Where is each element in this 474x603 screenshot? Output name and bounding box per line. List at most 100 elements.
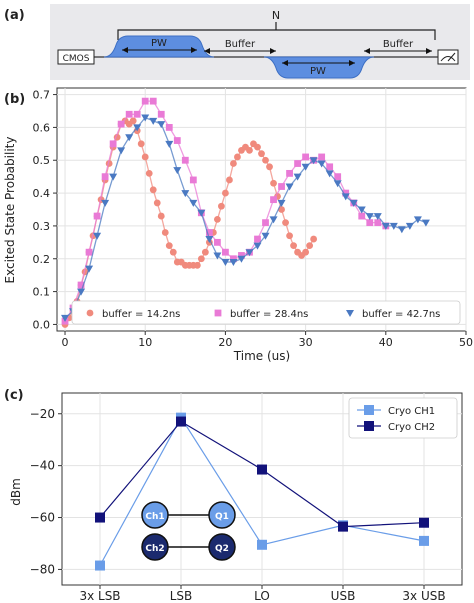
plot-b-point-1 bbox=[334, 173, 342, 181]
plot-c-point-0 bbox=[257, 539, 267, 550]
plot-b-point-0 bbox=[141, 153, 149, 161]
plot-b-point-0 bbox=[246, 146, 253, 154]
plot-b-ticks: 0 10 20 30 40 50 0.0 0.1 0.2 0.3 0.4 0.5 0.6 0.7 bbox=[33, 89, 474, 349]
plot-b-ytick-label: 0.5 bbox=[33, 154, 51, 167]
n-label: N bbox=[272, 9, 280, 22]
plot-c-point-1 bbox=[257, 464, 267, 475]
plot-b-point-0 bbox=[161, 229, 169, 236]
plot-b-point-1 bbox=[133, 110, 141, 118]
plot-b-point-2 bbox=[165, 140, 174, 148]
qubit-node-0-0 bbox=[141, 501, 169, 529]
qubit-inset: Ch1 Q1 Ch2 Q2 bbox=[141, 501, 236, 561]
plot-b-point-2 bbox=[205, 236, 214, 244]
plot-b-ytick-label: 0.0 bbox=[33, 318, 51, 331]
plot-b-point-2 bbox=[405, 222, 414, 230]
qubit-node-label-1-0: Ch2 bbox=[145, 544, 164, 554]
plot-b-point-0 bbox=[157, 212, 165, 220]
plot-b-point-2 bbox=[365, 213, 374, 221]
plot-b-point-1 bbox=[181, 156, 189, 164]
panel-c-label: (c) bbox=[4, 388, 24, 403]
plot-b-point-2 bbox=[61, 314, 70, 322]
plot-b-xtick-label: 40 bbox=[379, 336, 393, 349]
plot-b-legend-label-0: buffer = 14.2ns bbox=[102, 309, 180, 320]
plot-b-point-2 bbox=[277, 199, 286, 207]
qubit-node-1-1 bbox=[208, 533, 236, 561]
plot-b-point-0 bbox=[306, 242, 314, 250]
plot-b-point-2 bbox=[293, 173, 302, 181]
plot-b-legend-marker-2 bbox=[346, 310, 354, 317]
plot-b-point-1 bbox=[222, 248, 229, 256]
plot-b-point-0 bbox=[165, 242, 173, 250]
plot-b-point-1 bbox=[109, 140, 117, 148]
plot-b-legend-marker-1 bbox=[214, 309, 222, 317]
plot-b-point-2 bbox=[93, 232, 102, 240]
plot-b-point-0 bbox=[254, 143, 261, 151]
panel-a: (a) N PW PW Buffer Buffer CMOS bbox=[4, 4, 470, 80]
panel-b-label: (b) bbox=[4, 92, 25, 107]
plot-b-point-1 bbox=[294, 160, 301, 167]
pw-label-2: PW bbox=[310, 66, 326, 77]
pulse-positive bbox=[103, 35, 215, 58]
plot-b-point-2 bbox=[149, 117, 158, 125]
plot-b-point-1 bbox=[205, 229, 213, 236]
plot-b-point-0 bbox=[234, 153, 241, 161]
plot-c-ytick-label: −40 bbox=[30, 459, 55, 473]
plot-b-point-2 bbox=[181, 190, 190, 198]
plot-c-ytick-label: −20 bbox=[30, 407, 55, 421]
plot-b-point-2 bbox=[325, 170, 334, 178]
plot-b-point-2 bbox=[317, 160, 326, 168]
plot-b-point-1 bbox=[93, 212, 101, 220]
plot-b-xtick-label: 10 bbox=[138, 336, 152, 349]
plot-b-point-2 bbox=[197, 209, 206, 217]
pw-label-1: PW bbox=[151, 38, 167, 49]
panel-a-label: (a) bbox=[4, 8, 25, 23]
plot-b-point-2 bbox=[397, 226, 406, 234]
plot-b-point-0 bbox=[282, 219, 289, 227]
plot-c-xtick-label: 3x USB bbox=[402, 589, 445, 603]
buffer-label-1: Buffer bbox=[225, 39, 256, 50]
cmos-label: CMOS bbox=[63, 54, 90, 64]
plot-b-point-1 bbox=[189, 176, 197, 184]
plot-b-point-0 bbox=[226, 176, 233, 184]
plot-b-legend bbox=[71, 300, 461, 325]
plot-c-ytick-label: −60 bbox=[30, 511, 55, 525]
plot-b-point-1 bbox=[85, 248, 93, 256]
plot-b-point-1 bbox=[286, 169, 293, 177]
plot-b-marks bbox=[61, 97, 430, 328]
plot-b-xlabel: Time (us) bbox=[233, 349, 290, 363]
plot-b-xtick-label: 50 bbox=[459, 336, 473, 349]
plot-b-point-0 bbox=[149, 186, 157, 194]
plot-b-ytick-label: 0.6 bbox=[33, 121, 51, 134]
plot-b-point-2 bbox=[413, 216, 422, 224]
plot-b-xtick-label: 20 bbox=[218, 336, 232, 349]
plot-b-point-2 bbox=[253, 242, 262, 250]
plot-c-point-1 bbox=[338, 521, 348, 532]
plot-c-xtick-label: USB bbox=[331, 589, 356, 603]
plot-b-point-2 bbox=[77, 288, 86, 296]
qubit-node-label-1-1: Q2 bbox=[215, 544, 229, 554]
plot-b-point-2 bbox=[373, 213, 382, 221]
plot-c-ytick-label: −80 bbox=[30, 562, 55, 576]
plot-c-legend-marker-0 bbox=[364, 405, 374, 415]
plot-b-point-2 bbox=[101, 199, 110, 207]
buffer-label-2: Buffer bbox=[383, 39, 414, 50]
plot-b-legend-label-2: buffer = 42.7ns bbox=[362, 309, 440, 320]
plot-b-point-1 bbox=[326, 163, 334, 171]
plot-b-point-0 bbox=[153, 199, 161, 207]
plot-c-ylabel: dBm bbox=[9, 478, 23, 506]
plot-c-point-0 bbox=[419, 535, 429, 546]
plot-b-ytick-label: 0.7 bbox=[33, 89, 51, 102]
plot-b-point-0 bbox=[262, 156, 269, 164]
measure-needle bbox=[447, 52, 456, 62]
plot-b-point-1 bbox=[230, 255, 237, 263]
plot-b-point-0 bbox=[137, 140, 145, 148]
plot-b-point-1 bbox=[117, 120, 125, 128]
plot-b-point-1 bbox=[213, 238, 221, 246]
plot-b-point-1 bbox=[77, 281, 85, 289]
plot-b-ylabel: Excited State Probability bbox=[3, 137, 17, 284]
plot-b-point-2 bbox=[357, 206, 366, 214]
plot-c-point-1 bbox=[176, 416, 186, 427]
plot-b-point-2 bbox=[213, 252, 222, 260]
plot-c-ticks: 3x LSB LSB LO USB 3x USB −80 −60 −40 −20 bbox=[30, 407, 446, 603]
